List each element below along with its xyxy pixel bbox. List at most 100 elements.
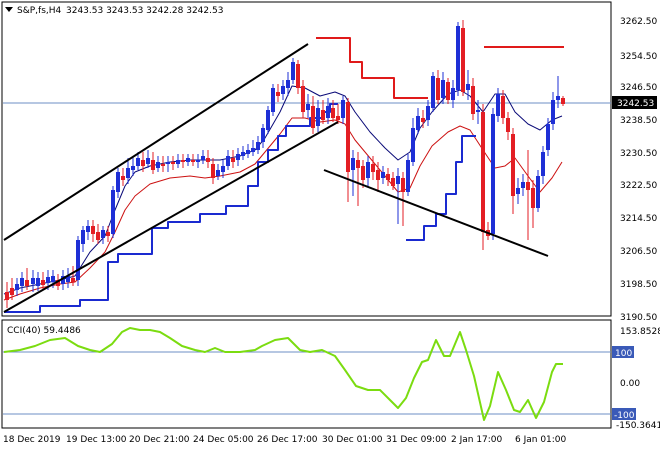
ohlc-values: 3243.53 3243.53 3242.28 3242.53 — [66, 6, 223, 16]
time-tick-label: 19 Dec 13:00 — [66, 435, 127, 445]
candle-body — [306, 104, 310, 110]
candle-body — [336, 116, 340, 120]
candle-body — [356, 160, 360, 168]
candle-body — [446, 82, 450, 100]
candle-body — [461, 28, 465, 92]
support-step-line-right — [406, 135, 476, 241]
triangle-down-icon[interactable] — [5, 7, 13, 12]
candle-body — [56, 280, 60, 286]
candle-body — [316, 108, 320, 126]
cci-line — [3, 327, 563, 421]
candle-body — [291, 62, 295, 80]
cci-zero-label: 0.00 — [620, 379, 640, 389]
candle-body — [191, 160, 195, 162]
header-area: S&P,fs,H4 3243.53 3243.53 3242.28 3242.5… — [5, 6, 223, 16]
price-tick-label: 3230.50 — [620, 149, 657, 159]
candle-body — [10, 288, 14, 295]
candle-body — [481, 112, 485, 232]
candle-body — [96, 232, 100, 240]
candle-body — [416, 116, 420, 130]
candle-body — [176, 160, 180, 164]
candle-body — [321, 110, 325, 120]
candle-body — [181, 160, 185, 162]
candle-body — [551, 100, 555, 124]
candle-body — [116, 172, 120, 192]
candle-body — [131, 166, 135, 170]
candle-body — [431, 76, 435, 108]
price-tick-label: 3262.50 — [620, 17, 657, 27]
price-tick-label: 3246.50 — [620, 83, 657, 93]
candle-body — [456, 26, 460, 90]
plot-layer — [3, 20, 565, 421]
candle-body — [51, 276, 55, 282]
current-price-label: 3242.53 — [617, 99, 654, 109]
candle-body — [466, 84, 470, 90]
candle-body — [526, 182, 530, 190]
candle-body — [196, 160, 200, 162]
candle-body — [531, 188, 535, 208]
candle-body — [506, 118, 510, 132]
candle-body — [556, 96, 560, 100]
candle-body — [401, 178, 405, 192]
candle-body — [121, 176, 125, 180]
candle-body — [241, 152, 245, 156]
candle-body — [206, 158, 210, 162]
candle-body — [341, 100, 345, 118]
candle-body — [511, 134, 515, 196]
candle-body — [411, 128, 415, 162]
time-tick-label: 30 Dec 01:00 — [322, 435, 383, 445]
candle-body — [421, 118, 425, 122]
cci-axis-bottom: -150.3641 — [616, 421, 660, 431]
candle-body — [171, 162, 175, 164]
candle-body — [296, 64, 300, 88]
price-tick-label: 3214.50 — [620, 214, 657, 224]
candle-body — [441, 80, 445, 98]
candle-body — [451, 88, 455, 100]
cci-100-label: 100 — [615, 349, 632, 359]
candle-body — [231, 158, 235, 162]
candle-body — [61, 276, 65, 284]
candle-body — [376, 170, 380, 180]
candle-body — [516, 188, 520, 194]
candle-body — [271, 88, 275, 112]
candle-body — [20, 278, 24, 286]
candle-body — [81, 230, 85, 244]
candle-body — [31, 278, 35, 284]
price-tick-label: 3190.50 — [620, 313, 657, 323]
candle-body — [156, 162, 160, 168]
candle-body — [521, 182, 525, 188]
candle-body — [311, 106, 315, 128]
candle-body — [561, 98, 565, 104]
candle-body — [126, 168, 130, 178]
cci-minus100-label: -100 — [614, 411, 635, 421]
price-tick-label: 3238.50 — [620, 116, 657, 126]
candle-body — [246, 150, 250, 154]
price-axis: 3262.50 3254.50 3246.50 3238.50 3230.50 … — [612, 17, 657, 323]
candle-body — [46, 277, 50, 283]
symbol-label: S&P,fs,H4 — [17, 6, 62, 16]
candle-body — [541, 152, 545, 176]
candle-body — [226, 156, 230, 166]
candle-body — [141, 160, 145, 166]
candle-body — [5, 292, 9, 300]
candle-body — [76, 240, 80, 280]
candle-body — [111, 190, 115, 234]
candle-body — [216, 170, 220, 176]
candle-body — [386, 174, 390, 180]
candle-body — [391, 178, 395, 186]
candle-body — [236, 154, 240, 160]
candle-body — [301, 86, 305, 112]
candle-body — [101, 230, 105, 238]
candle-body — [36, 278, 40, 286]
candle-body — [186, 158, 190, 162]
candle-body — [326, 106, 330, 118]
time-tick-label: 26 Dec 17:00 — [257, 435, 318, 445]
candle-body — [346, 102, 350, 172]
candle-body — [25, 280, 29, 286]
candle-body — [146, 158, 150, 164]
candle-body — [166, 162, 170, 164]
candle-body — [426, 106, 430, 120]
candle-body — [256, 142, 260, 150]
price-tick-label: 3222.50 — [620, 181, 657, 191]
